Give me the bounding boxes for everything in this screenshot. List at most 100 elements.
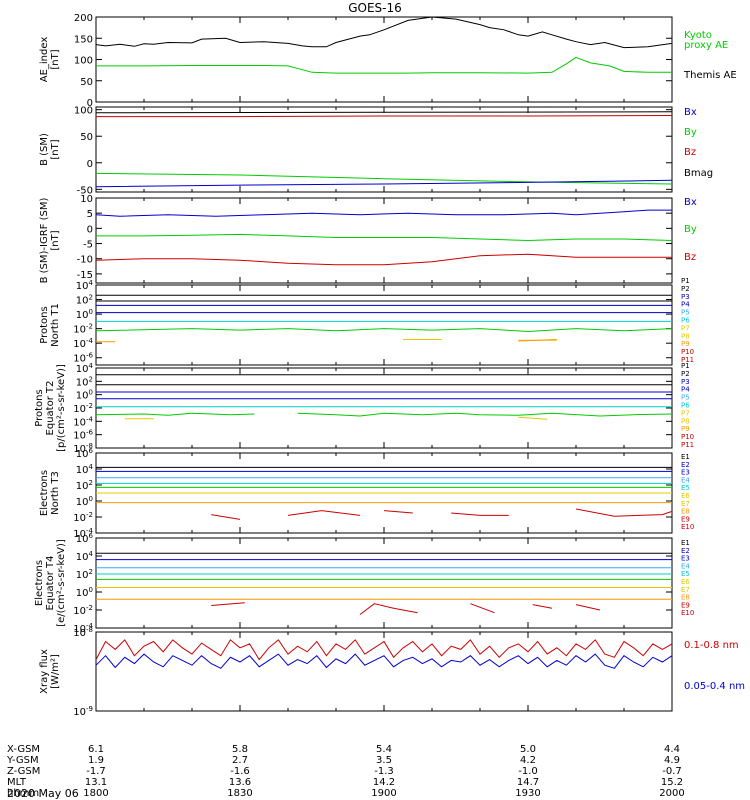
orbit-value-z: -0.7	[662, 766, 682, 777]
orbit-value-mlt: 13.1	[85, 777, 107, 788]
bigrf-ytick-label: -10	[77, 255, 93, 266]
protons_t2-legend-2: P2	[681, 370, 690, 378]
protons_t2-legend-8: P8	[681, 417, 690, 425]
electrons_t3-legend-4: E4	[681, 476, 690, 484]
electrons_t3-series-11-line	[451, 512, 509, 516]
orbit-value-z: -1.7	[86, 766, 106, 777]
electrons_t3-legend-8: E8	[681, 508, 690, 516]
protons_t1-legend-2: P2	[681, 285, 690, 293]
protons_t1-legend-5: P5	[681, 309, 690, 317]
ae-ytick-label: 50	[80, 77, 93, 88]
orbit-value-y: 3.5	[376, 755, 392, 766]
protons_t2-series-7-line	[297, 412, 673, 417]
electrons_t3-legend-2: E2	[681, 461, 690, 469]
electrons_t4-ytick-label: 10-2	[73, 604, 93, 617]
ae-legend-1: Kyoto	[684, 30, 712, 41]
electrons_t4-legend-5: E5	[681, 570, 690, 578]
protons_t2-legend-6: P6	[681, 402, 690, 410]
bsm-series-4-line	[95, 179, 673, 188]
protons_t1-frame	[95, 284, 673, 366]
plot-title: GOES-16	[348, 1, 402, 15]
protons_t2-legend-5: P5	[681, 394, 690, 402]
electrons_t4-legend-4: E4	[681, 562, 690, 570]
bsm-series-3-line	[95, 172, 673, 185]
ae-series-1-line	[95, 16, 673, 49]
electrons_t4-ytick-label: 106	[76, 532, 94, 545]
bigrf-frame	[95, 197, 673, 284]
electrons_t4-series-10-line	[470, 603, 495, 614]
electrons_t3-legend-10: E10	[681, 523, 694, 531]
xray-ytick-label: 10-9	[73, 705, 93, 718]
electrons_t4-ylabel: Equator T4	[45, 556, 56, 611]
electrons_t4-ytick-label: 104	[76, 550, 94, 563]
xray-legend-1: 0.1-0.8 nm	[684, 640, 739, 651]
orbit-value-hhmm: 1830	[227, 788, 252, 799]
orbit-value-x: 5.8	[232, 744, 248, 755]
bsm-ylabel: B (SM)	[39, 133, 50, 166]
orbit-label-z: Z-GSM	[7, 766, 40, 777]
orbit-value-hhmm: 1800	[83, 788, 108, 799]
electrons_t4-frame	[95, 537, 673, 629]
protons_t2-ytick-label: 102	[76, 375, 93, 388]
orbit-value-y: 4.9	[664, 755, 680, 766]
electrons_t3-legend-3: E3	[681, 469, 690, 477]
ae-series-2-line	[96, 56, 672, 74]
xray-series-2-line	[95, 653, 673, 669]
electrons_t4-ylabel: Electrons	[34, 560, 45, 606]
bsm-ytick-label: 100	[74, 106, 93, 117]
electrons_t3-ytick-label: 102	[76, 479, 93, 492]
electrons_t3-ylabel: North T3	[50, 471, 61, 515]
orbit-value-mlt: 14.7	[517, 777, 539, 788]
bsm-legend-3: Bz	[684, 147, 696, 158]
electrons_t3-ytick-label: 100	[76, 495, 93, 508]
bigrf-ytick-label: 10	[80, 194, 93, 205]
ae-ylabel: AE_index	[39, 37, 50, 83]
electrons_t4-legend-6: E6	[681, 578, 690, 586]
xray-ylabel: Xray flux	[39, 649, 50, 694]
bigrf-legend-3: Bz	[684, 252, 696, 263]
electrons_t4-series-12-line	[575, 604, 601, 611]
bigrf-ylabel: B (SM)-IGRF (SM)	[39, 198, 50, 284]
electrons_t3-ylabel: Electrons	[39, 470, 50, 516]
electrons_t3-legend-6: E6	[681, 492, 690, 500]
protons_t1-legend-3: P3	[681, 293, 690, 301]
orbit-value-x: 5.4	[376, 744, 392, 755]
plot-date: 2020 May 06	[7, 787, 79, 800]
electrons_t3-series-9-line	[287, 510, 361, 516]
xray-ylabel: [W/m²]	[50, 654, 61, 689]
protons_t1-ytick-label: 100	[76, 308, 93, 321]
orbit-value-hhmm: 2000	[659, 788, 684, 799]
protons_t2-ylabel: Equator T2	[45, 381, 56, 436]
bsm-legend-1: Bx	[684, 107, 697, 118]
orbit-value-hhmm: 1930	[515, 788, 540, 799]
protons_t1-ytick-label: 102	[76, 294, 93, 307]
protons_t1-ytick-label: 10-2	[73, 323, 93, 336]
electrons_t3-ytick-label: 104	[76, 463, 94, 476]
bsm-frame	[95, 106, 673, 193]
protons_t2-ytick-label: 104	[76, 362, 94, 375]
orbit-value-mlt: 15.2	[661, 777, 683, 788]
electrons_t3-legend-1: E1	[681, 453, 690, 461]
protons_t2-ylabel: Protons	[34, 389, 45, 426]
orbit-label-y: Y-GSM	[6, 755, 39, 766]
bigrf-ytick-label: -5	[83, 240, 93, 251]
protons_t1-legend-8: P8	[681, 332, 690, 340]
ae-ytick-label: 0	[87, 98, 93, 109]
orbit-value-z: -1.3	[374, 766, 394, 777]
orbit-value-mlt: 13.6	[229, 777, 251, 788]
xray-series-1-line	[95, 639, 673, 661]
protons_t2-series-9-line	[518, 416, 548, 420]
electrons_t3-legend-9: E9	[681, 515, 690, 523]
electrons_t4-ylabel: [e/(cm²-s-sr-keV)]	[56, 539, 67, 627]
ae-ytick-label: 100	[74, 56, 93, 67]
protons_t1-legend-1: P1	[681, 277, 690, 285]
protons_t1-ylabel: North T1	[50, 303, 61, 347]
protons_t2-ytick-label: 100	[76, 389, 93, 402]
electrons_t3-legend-5: E5	[681, 484, 690, 492]
protons_t2-series-6-line	[95, 412, 255, 416]
orbit-value-z: -1.0	[518, 766, 538, 777]
bigrf-ytick-label: 5	[87, 209, 93, 220]
ae-legend-2: proxy AE	[684, 40, 728, 51]
